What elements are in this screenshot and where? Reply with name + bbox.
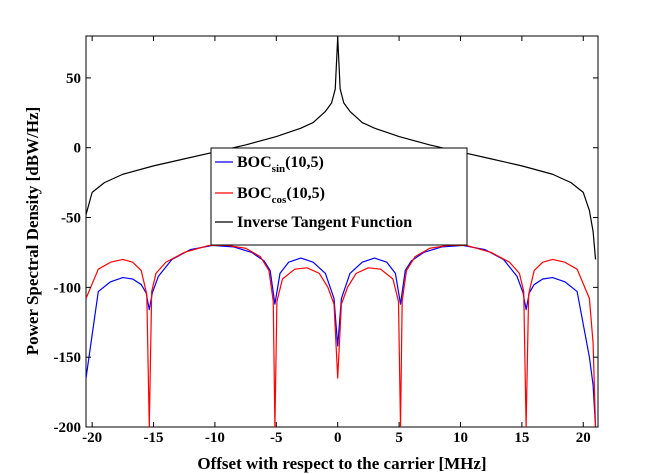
x-tick-label: 15 bbox=[514, 430, 529, 446]
y-tick-label: -150 bbox=[54, 350, 82, 366]
y-tick-label: -200 bbox=[54, 420, 82, 436]
legend: BOCsin(10,5) BOCcos(10,5) Inverse Tangent … bbox=[210, 147, 468, 246]
series-line-3 bbox=[86, 36, 597, 260]
y-tick-label: 0 bbox=[74, 141, 82, 157]
x-tick-label: -15 bbox=[144, 430, 164, 446]
x-tick-label: 5 bbox=[395, 430, 403, 446]
y-tick-label: -50 bbox=[61, 211, 81, 227]
x-tick-label: 0 bbox=[334, 430, 342, 446]
legend-label-1: BOCsin(10,5) bbox=[237, 154, 324, 175]
x-tick-label: -20 bbox=[82, 430, 102, 446]
x-axis-label: Offset with respect to the carrier [MHz] bbox=[197, 454, 486, 473]
y-tick-label: 50 bbox=[66, 71, 81, 87]
y-axis-label: Power Spectral Density [dBW/Hz] bbox=[23, 107, 42, 356]
legend-label-2: BOCcos(10,5) bbox=[237, 185, 325, 206]
x-tick-label: -10 bbox=[205, 430, 225, 446]
series-line-2 bbox=[86, 244, 597, 427]
y-tick-label: -100 bbox=[54, 280, 82, 296]
x-tick-label: 20 bbox=[576, 430, 591, 446]
legend-box bbox=[210, 147, 468, 246]
legend-label-3: Inverse Tangent Function bbox=[237, 214, 412, 231]
x-tick-label: -5 bbox=[270, 430, 283, 446]
x-tick-label: 10 bbox=[453, 430, 468, 446]
